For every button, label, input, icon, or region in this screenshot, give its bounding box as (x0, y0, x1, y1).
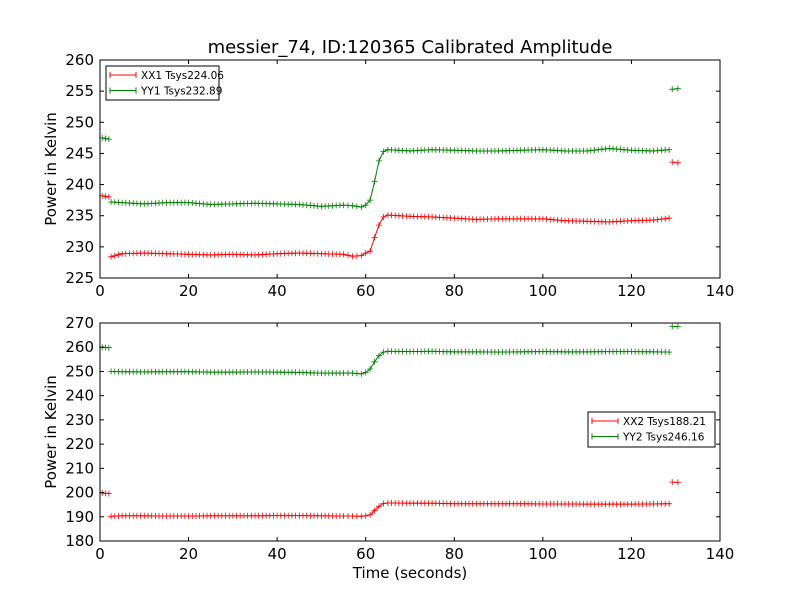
legend-label: XX1 Tsys224.06 (141, 70, 224, 82)
y-tick-label: 250 (65, 113, 94, 131)
series-markers (669, 479, 681, 486)
plot-frame (99, 322, 721, 542)
x-tick-label: 140 (706, 282, 735, 300)
x-tick-label: 80 (445, 545, 464, 563)
chart-title: messier_74, ID:120365 Calibrated Amplitu… (208, 37, 613, 58)
x-axis-label: Time (seconds) (352, 564, 468, 582)
series-markers (108, 212, 673, 260)
x-tick-label: 0 (95, 282, 105, 300)
y-axis-label: Power in Kelvin (42, 375, 60, 489)
y-tick-label: 230 (65, 238, 94, 256)
series-group (99, 323, 681, 520)
legend-marker (591, 433, 619, 440)
series-markers (669, 323, 681, 330)
legend-marker (109, 72, 137, 78)
legend: XX2 Tsys188.21 YY2 Tsys246.16 (587, 411, 716, 448)
legend-label: XX2 Tsys188.21 (623, 416, 706, 428)
y-tick-label: 255 (65, 82, 94, 100)
series-1 (99, 159, 681, 260)
y-tick-label: 180 (65, 532, 94, 550)
bottom-panel: 0 20 40 60 80 100 120 140 180 190 200 210 220 230 240 2… (42, 314, 734, 563)
x-tick-label: 20 (179, 545, 198, 563)
legend-entry: YY1 Tsys232.89 (109, 86, 222, 98)
legend-entry: XX1 Tsys224.06 (109, 70, 224, 82)
legend-marker (591, 418, 619, 424)
x-tick-label: 20 (179, 282, 198, 300)
series-markers (108, 348, 673, 377)
series-markers (99, 134, 112, 143)
x-tick-label: 80 (445, 282, 464, 300)
legend-entry: YY2 Tsys246.16 (591, 432, 705, 444)
series-2 (99, 323, 681, 377)
y-tick-label: 230 (65, 411, 94, 429)
legend-entry: XX2 Tsys188.21 (591, 416, 706, 428)
y-tick-label: 245 (65, 144, 94, 162)
series-markers (108, 145, 673, 210)
x-tick-label: 100 (529, 282, 558, 300)
series-markers (99, 192, 112, 200)
y-tick-label: 210 (65, 459, 94, 477)
legend-label: YY2 Tsys246.16 (622, 432, 705, 444)
legend-box (587, 411, 716, 448)
x-tick-label: 60 (356, 545, 375, 563)
y-tick-label: 200 (65, 484, 94, 502)
x-tick-label: 40 (268, 282, 287, 300)
y-tick-label: 240 (65, 387, 94, 405)
y-tick-label: 220 (65, 435, 94, 453)
series-group (99, 85, 681, 260)
x-tick-label: 140 (706, 545, 735, 563)
x-tick-label: 40 (268, 545, 287, 563)
series-2 (99, 85, 681, 210)
legend: XX1 Tsys224.06 YY1 Tsys232.89 (105, 65, 224, 101)
x-tick-label: 120 (617, 282, 646, 300)
series-1 (99, 479, 681, 520)
y-tick-label: 260 (65, 338, 94, 356)
series-markers (108, 500, 673, 520)
y-tick-label: 190 (65, 508, 94, 526)
y-tick-label: 240 (65, 176, 94, 194)
legend-marker (109, 87, 137, 94)
x-tick-label: 120 (617, 545, 646, 563)
top-panel: 0 20 40 60 80 100 120 140 225 230 235 240 245 250 255 2… (42, 51, 734, 300)
x-tick-label: 100 (529, 545, 558, 563)
y-axis-label: Power in Kelvin (42, 112, 60, 226)
series-markers (669, 159, 681, 166)
y-tick-label: 270 (65, 314, 94, 332)
x-tick-label: 60 (356, 282, 375, 300)
y-tick-label: 250 (65, 362, 94, 380)
plot-frame (99, 59, 721, 279)
x-tick-label: 0 (95, 545, 105, 563)
series-markers (669, 85, 681, 93)
y-tick-label: 235 (65, 207, 94, 225)
y-tick-label: 225 (65, 269, 94, 287)
y-tick-label: 260 (65, 51, 94, 69)
legend-label: YY1 Tsys232.89 (140, 86, 222, 98)
legend-box (105, 65, 220, 101)
